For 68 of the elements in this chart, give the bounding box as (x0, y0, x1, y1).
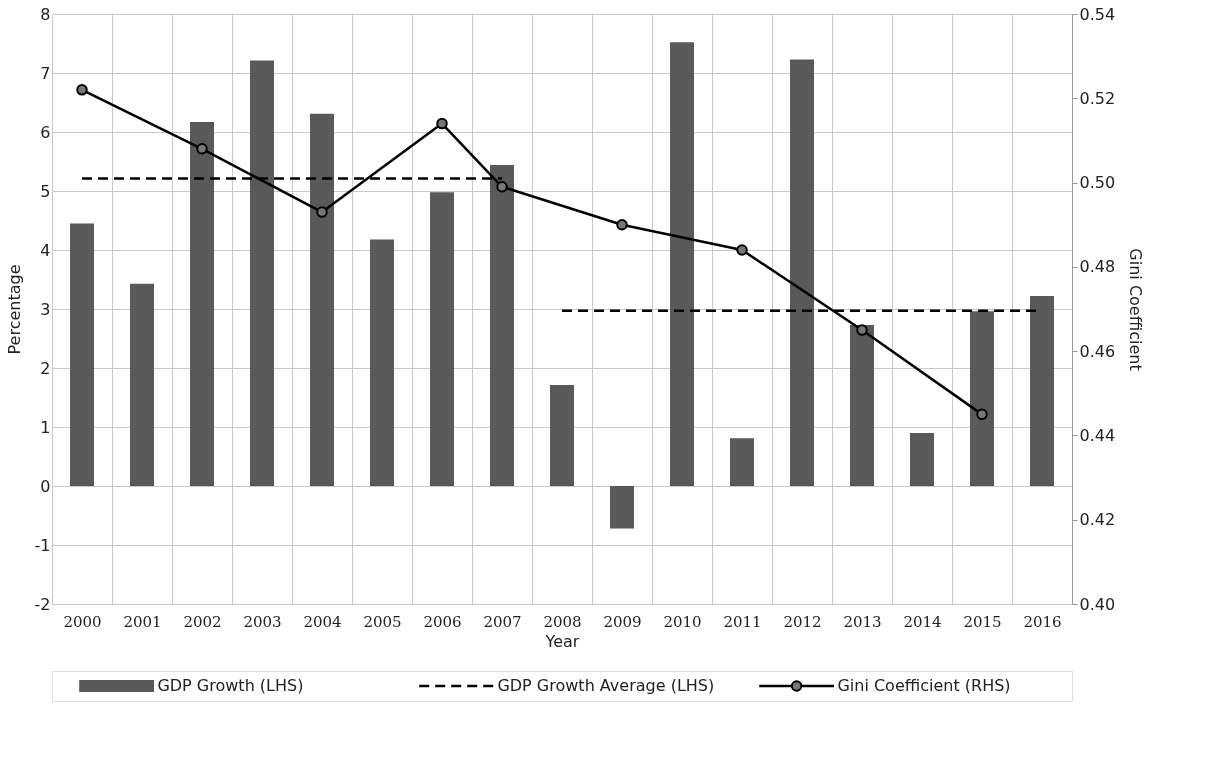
bar (430, 192, 454, 486)
x-tick-label: 2016 (1023, 612, 1062, 631)
point (976, 408, 988, 421)
x-tick-label: 2002 (183, 612, 222, 631)
y2-tick-label: 0.40 (1079, 594, 1116, 614)
point (736, 244, 748, 256)
y-tick-label: 2 (40, 358, 51, 378)
y-tick-label: 6 (40, 122, 51, 142)
bar (130, 283, 154, 486)
y-tick-label: -2 (34, 594, 51, 614)
x-tick-label: 2008 (543, 612, 582, 631)
bar (250, 60, 274, 486)
x-tick-label: 2007 (483, 612, 522, 631)
x-tick-label: 2013 (843, 612, 882, 631)
bar (1030, 296, 1054, 486)
y2-axis-title: Gini Coefficient (1126, 248, 1146, 371)
x-tick-label: 2014 (903, 612, 942, 631)
point (616, 218, 628, 231)
point (856, 324, 868, 336)
point (316, 206, 328, 218)
y2-tick-label: 0.52 (1079, 88, 1116, 108)
x-tick-label: 2015 (963, 612, 1002, 631)
bar (850, 324, 874, 486)
legend-label: Gini Coefficient (RHS) (837, 676, 1011, 695)
bar (370, 239, 394, 486)
bar (610, 486, 634, 529)
y2-tick-label: 0.46 (1079, 341, 1116, 361)
x-axis-title: Year (544, 631, 580, 651)
y-tick-label: 3 (40, 299, 51, 319)
point (496, 181, 508, 193)
bar (310, 113, 334, 486)
point (436, 117, 448, 130)
x-tick-label: 2012 (783, 612, 822, 631)
y-tick-label: 5 (40, 181, 51, 201)
x-tick-label: 2006 (423, 612, 462, 631)
bar (790, 59, 814, 486)
y-tick-label: 7 (40, 63, 51, 83)
y2-tick-label: 0.48 (1079, 257, 1116, 277)
y2-tick-label: 0.44 (1079, 425, 1116, 445)
x-tick-label: 2005 (363, 612, 402, 631)
bar (670, 42, 694, 486)
x-tick-label: 2001 (123, 612, 162, 631)
legend-label: GDP Growth Average (LHS) (497, 676, 715, 695)
y2-tick-label: 0.54 (1079, 4, 1116, 24)
bar (730, 438, 754, 486)
x-tick-label: 2003 (243, 612, 282, 631)
y-axis-title: Percentage (4, 264, 24, 355)
y2-tick-label: 0.42 (1079, 510, 1116, 530)
bar (490, 165, 514, 486)
bar (970, 311, 994, 486)
bar (70, 223, 94, 486)
x-tick-label: 2004 (303, 612, 342, 631)
y-tick-label: 8 (40, 4, 51, 24)
bar (190, 121, 214, 486)
y-tick-label: 1 (40, 417, 51, 437)
point (76, 84, 88, 96)
x-tick-label: 2000 (63, 612, 102, 631)
y-tick-label: -1 (34, 535, 51, 555)
point (196, 143, 208, 155)
legend-label: GDP Growth (LHS) (157, 676, 304, 695)
bar (550, 385, 574, 486)
x-tick-label: 2010 (663, 612, 702, 631)
x-tick-label: 2009 (603, 612, 642, 631)
y2-tick-label: 0.50 (1079, 173, 1116, 193)
x-tick-label: 2011 (723, 612, 762, 631)
y-tick-label: 0 (40, 476, 51, 496)
y-tick-label: 4 (40, 240, 51, 260)
bar (910, 432, 934, 486)
